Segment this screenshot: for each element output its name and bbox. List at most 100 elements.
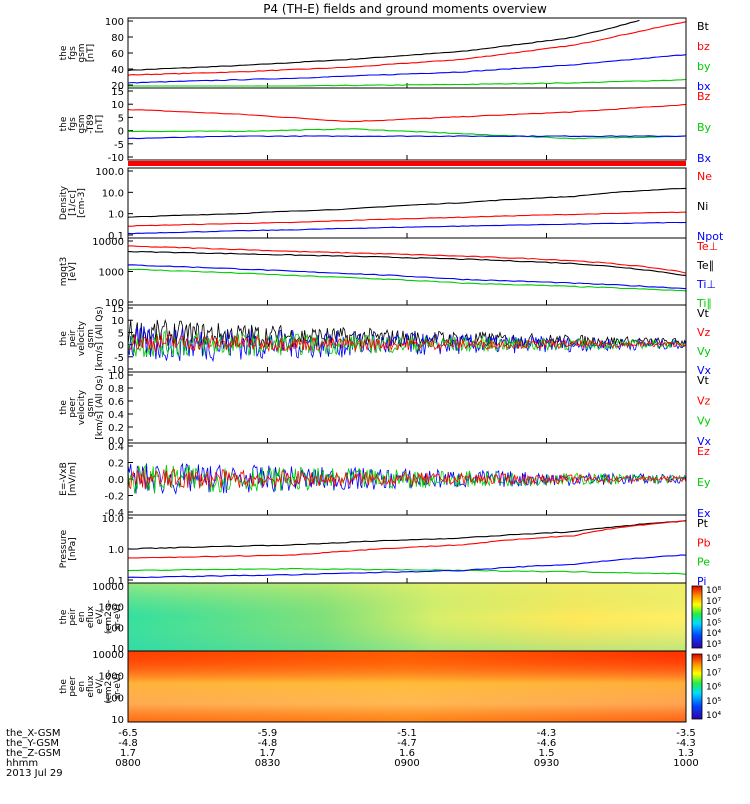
legend-entry: By [697,121,712,134]
separator-bar [128,161,686,166]
axis-ylabel: the [59,116,69,131]
legend-entry: Vz [697,326,711,339]
axis-ylabel: E=-VxB [59,462,69,496]
axis-ylabel: en [77,681,87,692]
legend-entry: Bx [697,152,712,165]
legend-entry: Ez [697,445,710,458]
y-tick-label: 100.0 [95,167,124,178]
y-tick-label: 100 [105,17,124,28]
axis-ylabel: [km/s] (All Qs) [95,306,105,370]
y-tick-label: 0.4 [108,442,124,453]
panel-frame [127,304,687,373]
axis-ylabel: -T89 [86,114,96,134]
axis-ylabel: mgqt3 [59,257,69,286]
axis-ylabel: Pressure [59,529,69,568]
axis-ylabel: gsm [86,329,96,348]
legend-entry: Vt [697,374,710,387]
footer-value: -4.8 [258,738,278,749]
footer-value: 0900 [394,758,419,769]
y-tick-label: 0.0 [108,436,124,447]
axis-ylabel: the [59,609,69,624]
footer-value: 1.3 [678,748,694,759]
y-tick-label: 1000 [99,603,124,614]
y-tick-label: 0.2 [108,423,124,434]
y-tick-label: 10 [111,715,124,726]
legend-entry: Ne [697,170,712,183]
legend-entry: Pt [697,517,709,530]
y-tick-label: 1.0 [108,545,124,556]
legend-entry: Te⊥ [696,240,718,253]
footer-value: -4.8 [118,738,138,749]
legend-entry: Pi [697,575,706,588]
y-tick-label: -5 [114,353,124,364]
y-tick-label: 0.8 [108,384,124,395]
footer-value: 1.6 [399,748,415,759]
series-line-Te⊥ [128,245,687,274]
y-tick-label: 1.0 [108,371,124,382]
panel-frame [127,650,687,723]
y-tick-label: 0.4 [108,410,124,421]
axis-ylabel: [mV/m] [68,462,78,496]
legend-entry: Vt [697,307,710,320]
footer-value: -5.9 [258,728,278,739]
panel-frame [127,371,687,444]
footer-value: -6.5 [118,728,138,739]
colorbar-label: 10⁴ [706,629,721,639]
y-tick-label: 5 [118,328,124,339]
axis-ylabel: [nT] [95,115,105,133]
colorbar-label: 10³ [706,640,721,650]
footer-value: 0800 [115,758,140,769]
axis-ylabel: gsm [77,43,87,62]
y-tick-label: 5 [118,113,124,124]
legend-entry: Bt [697,20,710,33]
y-tick-label: 10000 [92,582,124,593]
legend-entry: Npot [697,230,724,243]
panel-frame [127,17,687,89]
legend-entry: Vx [697,435,712,448]
legend-entry: Te∥ [696,259,714,272]
axis-ylabel: en [77,611,87,622]
y-tick-label: 1000 [99,268,124,279]
axis-ylabel: eV/ [95,678,105,694]
panel-frame [127,87,687,161]
axis-ylabel: the [59,45,69,60]
y-tick-label: 0.1 [108,231,124,242]
axis-ylabel: peer [68,676,78,697]
y-tick-label: 1.0 [108,210,124,221]
y-tick-label: 100 [105,693,124,704]
y-tick-label: 15 [111,87,124,98]
legend-entry: Vy [697,345,711,358]
legend-entry: Ey [697,476,711,489]
colorbar-label: 10⁷ [706,668,721,678]
footer-value: -4.3 [537,728,557,739]
series-line-bz [127,21,687,76]
footer-value: -4.3 [676,738,696,749]
y-tick-label: 0.6 [108,397,124,408]
y-tick-label: 100 [105,298,124,309]
axis-ylabel: (cm2-s- [104,669,114,703]
axis-ylabel: [cm-3] [77,188,87,218]
axis-ylabel: [1/cc] [68,190,78,216]
y-tick-label: 10 [111,100,124,111]
legend-entry: bz [697,40,710,53]
y-tick-label: 10.0 [102,188,124,199]
axis-ylabel: fgs [68,117,78,131]
y-tick-label: 60 [111,49,124,60]
y-tick-label: 40 [111,65,124,76]
y-tick-label: 20 [111,81,124,92]
series-line-bx [127,54,687,84]
footer-value: -4.6 [537,738,557,749]
colorbar-label: 10⁵ [706,697,721,707]
axis-ylabel: [km/s] (All Qs) [95,375,105,439]
y-tick-label: 10 [111,316,124,327]
colorbar-label: 10⁸ [706,586,721,596]
series-line-Ti⊥ [127,264,687,290]
colorbar [691,653,703,720]
y-tick-label: 10000 [92,650,124,661]
series-line-Ne [128,211,686,227]
series-line-Ez [127,468,687,490]
legend-entry: Bz [697,90,711,103]
series-line-Pb [128,520,687,559]
footer-date: 2013 Jul 29 [6,768,63,779]
legend-entry: Pe [697,556,710,569]
